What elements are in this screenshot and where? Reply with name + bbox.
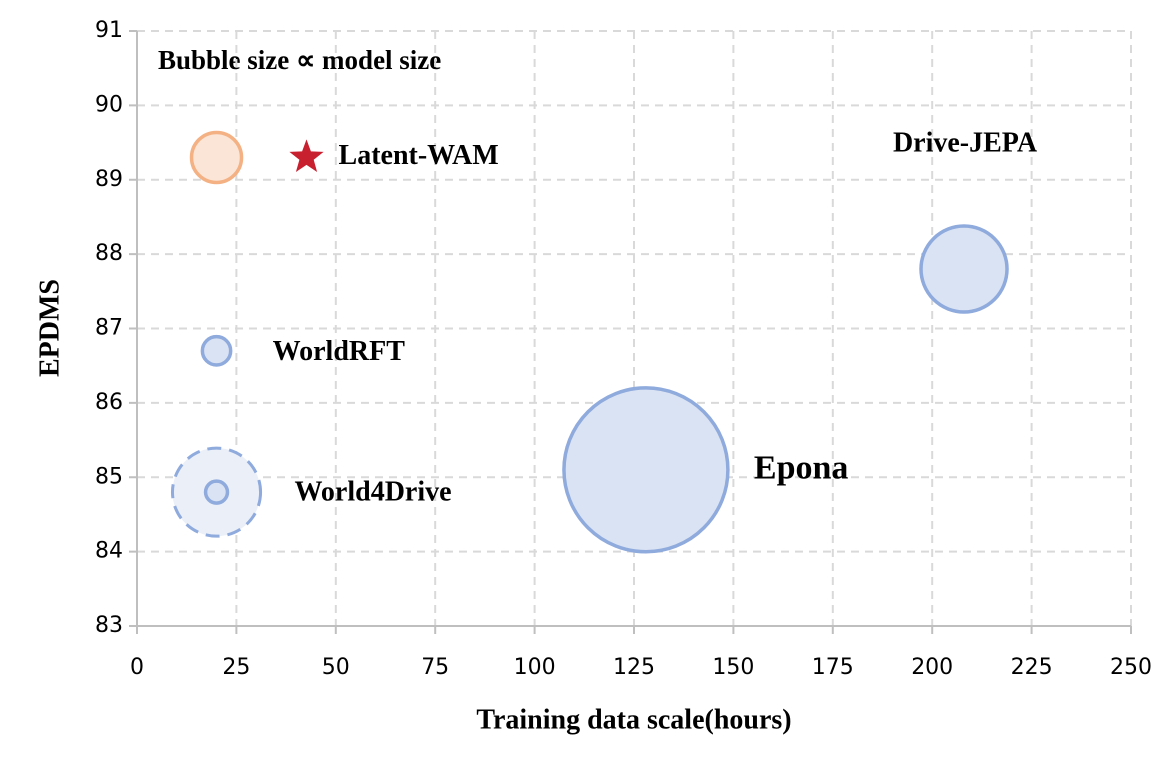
y-tick-label: 87 [95,316,123,341]
y-tick-label: 85 [95,464,123,489]
star-marker [289,139,324,172]
x-tick-label: 0 [130,655,144,680]
y-tick-label: 91 [95,18,123,43]
bubble-label: Latent-WAM [339,140,499,171]
y-tick-label: 88 [95,241,123,266]
bubble-label: Drive-JEPA [893,127,1038,158]
x-tick-label: 50 [322,655,350,680]
bubble-label: World4Drive [294,477,451,508]
y-tick-label: 90 [95,92,123,117]
x-tick-label: 25 [222,655,250,680]
x-tick-label: 200 [911,655,953,680]
y-tick-label: 83 [95,613,123,638]
y-tick-label: 86 [95,390,123,415]
y-tick-label: 84 [95,539,123,564]
y-axis-label: EPDMS [34,279,65,377]
x-tick-label: 175 [812,655,854,680]
x-tick-label: 225 [1011,655,1053,680]
bubble [189,130,244,185]
x-tick-label: 125 [613,655,655,680]
y-tick-label: 89 [95,167,123,192]
x-axis-label: Training data scale(hours) [476,704,791,735]
x-tick-label: 100 [514,655,556,680]
bubble-label: Epona [754,450,849,487]
bubble [919,224,1009,314]
x-tick-label: 250 [1110,655,1152,680]
bubble [203,479,230,505]
annotation: Bubble size ∝ model size [158,45,441,75]
bubble [562,386,730,554]
x-tick-label: 75 [421,655,449,680]
bubble-label: WorldRFT [273,336,406,367]
bubble [200,334,233,367]
x-tick-label: 150 [712,655,754,680]
